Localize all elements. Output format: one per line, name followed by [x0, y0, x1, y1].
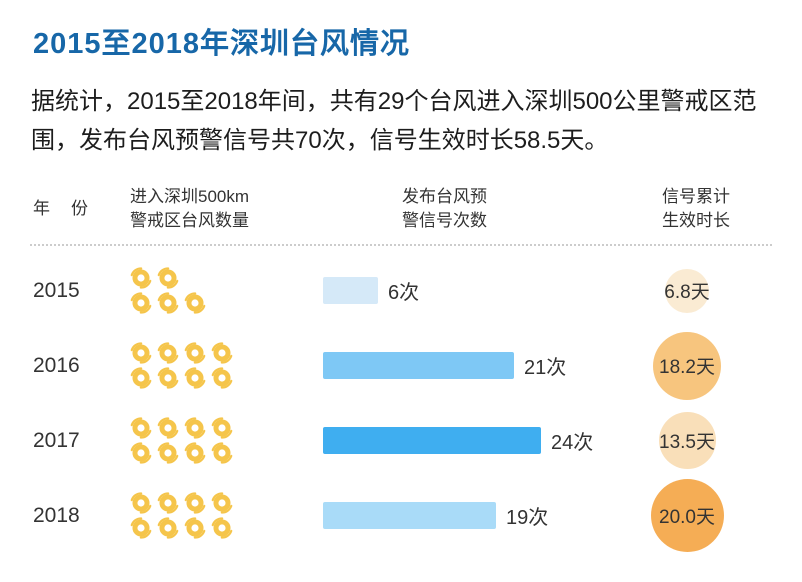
typhoon-icon: [157, 292, 179, 314]
typhoon-icon: [130, 517, 152, 539]
year-label: 2018: [33, 503, 80, 527]
duration-circle: 20.0天: [650, 479, 724, 552]
page-title: 2015至2018年深圳台风情况: [33, 28, 411, 60]
typhoon-icon: [211, 442, 233, 464]
typhoon-icon: [130, 492, 152, 514]
typhoon-icon: [157, 492, 179, 514]
table-row-2015: 2015 6次 6.8天: [0, 253, 802, 328]
signal-count-bar: [323, 352, 514, 379]
column-header-duration: 信号累计 生效时长: [662, 187, 730, 230]
typhoon-icon: [157, 417, 179, 439]
typhoon-icon: [184, 417, 206, 439]
typhoon-icon: [130, 442, 152, 464]
typhoon-icon: [157, 267, 179, 289]
table-row-2018: 2018 19次 20.0天: [0, 478, 802, 553]
typhoon-icon: [184, 367, 206, 389]
signal-count-label: 19次: [506, 507, 549, 529]
typhoon-icon: [184, 492, 206, 514]
typhoon-icon-grid: [130, 267, 317, 314]
duration-circle: 18.2天: [653, 331, 721, 400]
typhoon-icon: [157, 342, 179, 364]
typhoon-icon: [157, 367, 179, 389]
data-rows: 2015 6次 6.8天 2016 21次 18.2天 2017: [0, 253, 802, 553]
header-divider: [30, 244, 772, 246]
signal-count-bar: [323, 502, 496, 529]
typhoon-icon-grid: [130, 342, 317, 389]
signal-count-bar: [323, 277, 378, 304]
signal-count-bar: [323, 427, 541, 454]
table-row-2017: 2017 24次 13.5天: [0, 403, 802, 478]
typhoon-icon: [184, 442, 206, 464]
table-header-row: 年 份 进入深圳500km 警戒区台风数量 发布台风预 警信号次数 信号累计 生…: [0, 185, 802, 233]
year-label: 2017: [33, 428, 80, 452]
year-label: 2015: [33, 278, 80, 302]
typhoon-icon: [211, 417, 233, 439]
duration-circle: 13.5天: [658, 412, 716, 469]
typhoon-icon: [130, 342, 152, 364]
typhoon-icon: [184, 517, 206, 539]
column-header-signal-count: 发布台风预 警信号次数: [402, 187, 487, 230]
typhoon-icon: [130, 292, 152, 314]
signal-count-label: 6次: [388, 282, 420, 304]
column-header-typhoon-count: 进入深圳500km 警戒区台风数量: [130, 187, 250, 230]
year-label: 2016: [33, 353, 80, 377]
typhoon-icon: [211, 342, 233, 364]
typhoon-icon: [211, 492, 233, 514]
table-row-2016: 2016 21次 18.2天: [0, 328, 802, 403]
typhoon-icon: [211, 517, 233, 539]
typhoon-icon: [157, 517, 179, 539]
typhoon-icon: [184, 342, 206, 364]
typhoon-icon: [130, 367, 152, 389]
typhoon-icon-grid: [130, 417, 317, 464]
intro-text: 据统计，2015至2018年间，共有29个台风进入深圳500公里警戒区范围，发布…: [31, 88, 757, 154]
typhoon-icon: [184, 292, 206, 314]
typhoon-icon: [211, 367, 233, 389]
typhoon-icon: [157, 442, 179, 464]
typhoon-icon: [130, 267, 152, 289]
typhoon-icon-grid: [130, 492, 317, 539]
duration-circle: 6.8天: [664, 268, 710, 313]
typhoon-icon: [130, 417, 152, 439]
signal-count-label: 21次: [524, 357, 567, 379]
signal-count-label: 24次: [551, 432, 594, 454]
column-header-year: 年 份: [33, 199, 90, 218]
